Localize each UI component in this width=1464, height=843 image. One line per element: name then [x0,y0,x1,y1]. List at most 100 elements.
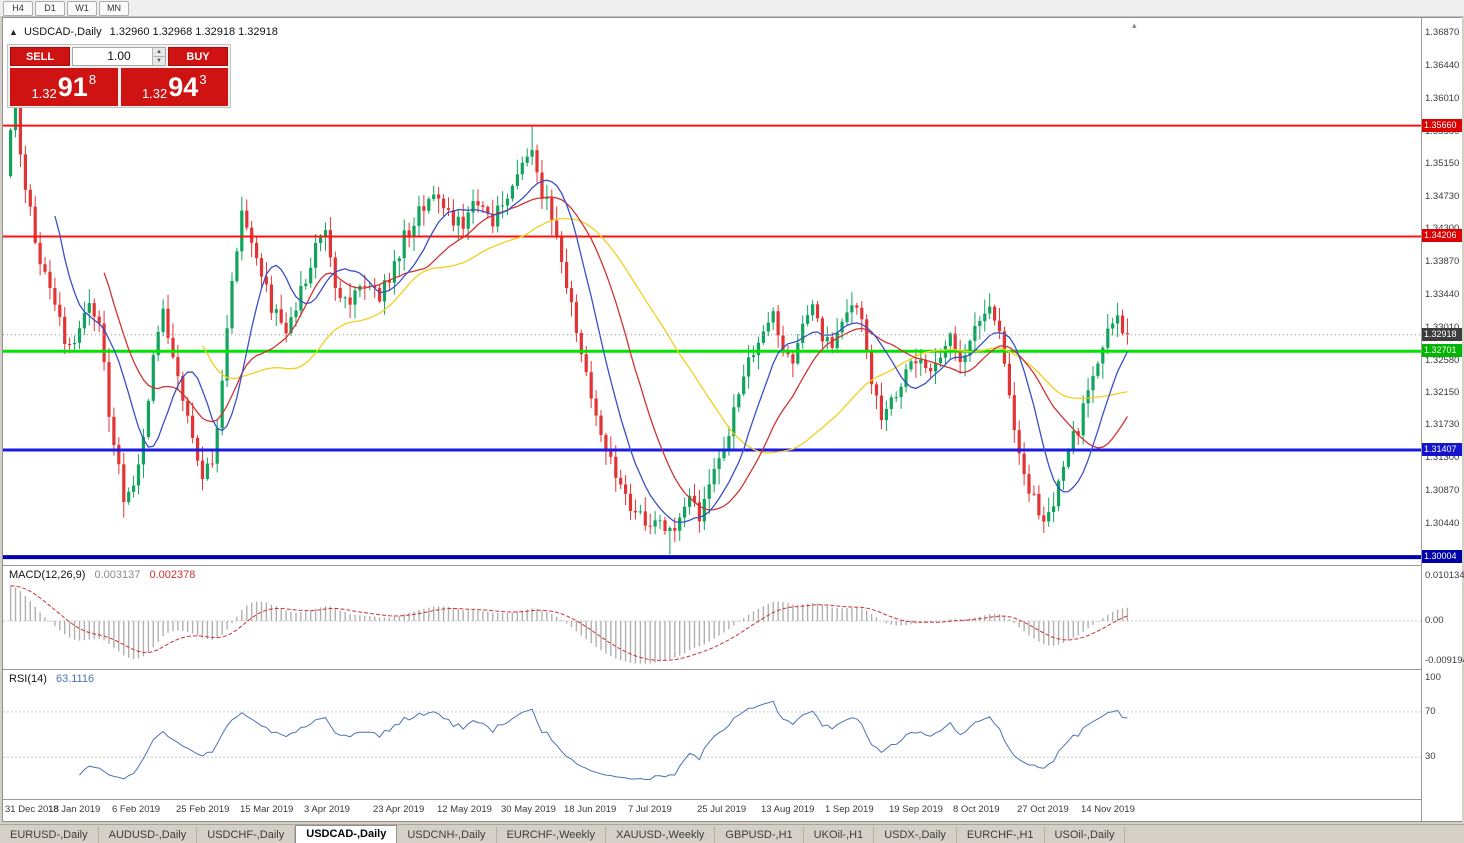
chart-tab-usdcnh-daily[interactable]: USDCNH-,Daily [397,827,497,843]
candle-body [1111,323,1115,329]
candle-body [978,321,982,326]
candle-body [830,337,834,348]
chart-tab-xauusd-weekly[interactable]: XAUUSD-,Weekly [606,827,716,843]
one-click-collapse-icon[interactable]: ▲ [9,27,18,37]
candle-body [28,189,32,207]
candle-body [225,328,229,381]
candle-body [1017,430,1021,454]
sell-price-point: 8 [88,72,97,87]
time-axis-label: 15 Mar 2019 [240,804,294,815]
candle-body [653,520,657,527]
sell-price-button[interactable]: 1.32 91 8 [10,68,118,106]
price-scale-label: 1.30870 [1425,485,1460,496]
candle-body [727,436,731,451]
time-axis-label: 18 Jun 2019 [564,804,617,815]
candle-body [348,297,352,305]
chart-tab-usdcad-daily[interactable]: USDCAD-,Daily [295,825,398,843]
candle-body [648,525,652,527]
chart-tab-eurchf-weekly[interactable]: EURCHF-,Weekly [497,827,606,843]
buy-price-point: 3 [199,72,207,87]
candle-body [1066,450,1070,467]
candle-body [683,506,687,518]
candle-body [117,444,121,465]
candle-body [107,362,111,417]
main-chart-canvas[interactable] [3,18,1421,565]
macd-pane-canvas[interactable] [3,566,1421,669]
candle-body [1052,506,1056,513]
candle-body [353,290,357,305]
candle-body [697,502,701,522]
rsi-scale-30: 30 [1425,751,1436,762]
candle-body [87,303,91,313]
candle-body [983,313,987,322]
chart-tab-audusd-daily[interactable]: AUDUSD-,Daily [99,827,198,843]
macd-value: 0.003137 [94,569,141,581]
chart-tab-ukoil-h1[interactable]: UKOil-,H1 [804,827,875,843]
volume-decrease-icon[interactable]: ▼ [152,57,165,65]
candle-body [510,185,514,199]
candle-body [220,380,224,429]
candle-body [997,320,1002,332]
sell-button[interactable]: SELL [10,47,70,66]
pane-splitter[interactable] [3,669,1461,670]
candle-body [304,283,308,287]
candle-body [658,520,662,522]
buy-button[interactable]: BUY [168,47,228,66]
candle-body [707,484,711,499]
chart-tab-usoil-daily[interactable]: USOil-,Daily [1045,827,1126,843]
candle-body [1032,493,1036,495]
candle-body [1042,515,1046,522]
price-scale-label: 1.36870 [1425,27,1460,38]
chart-tab-gbpusd-h1[interactable]: GBPUSD-,H1 [715,827,804,843]
candle-body [579,332,583,355]
candle-body [1002,331,1006,364]
time-axis-label: 25 Jul 2019 [697,804,747,815]
candle-body [737,394,741,408]
chart-window: ▲ USDCAD-,Daily 1.32960 1.32968 1.32918 … [2,17,1464,822]
candle-body [540,172,544,199]
candle-body [363,286,367,288]
candle-body [496,205,500,227]
sell-price-pips: 91 [57,72,88,102]
volume-increase-icon[interactable]: ▲ [152,48,165,57]
timeframe-button-w1[interactable]: W1 [67,0,97,16]
candle-body [38,242,42,265]
timeframe-button-d1[interactable]: D1 [35,0,65,16]
timeframe-button-h4[interactable]: H4 [3,0,33,16]
candle-body [535,150,539,173]
pane-splitter[interactable] [3,565,1461,566]
chart-tab-eurchf-h1[interactable]: EURCHF-,H1 [957,827,1045,843]
price-scale[interactable]: 0.010134 0.00 -0.009194 100 70 30 1.3687… [1421,18,1464,821]
chart-tab-usdchf-daily[interactable]: USDCHF-,Daily [197,827,296,843]
price-scale-label: 1.36440 [1425,60,1460,71]
volume-input[interactable]: 1.00 ▲ ▼ [72,47,166,66]
price-tag: 1.30004 [1422,550,1462,563]
time-axis-label: 18 Jan 2019 [48,804,101,815]
candle-body [417,206,421,226]
candle-body [161,308,165,332]
timeframe-button-mn[interactable]: MN [99,0,129,16]
price-tag: 1.32701 [1422,344,1462,357]
rsi-pane-canvas[interactable] [3,670,1421,798]
time-axis[interactable]: 31 Dec 2018 18 Jan 2019 6 Feb 2019 25 Feb 2… [3,799,1421,821]
time-axis-label: 30 May 2019 [501,804,556,815]
candle-body [742,376,746,395]
buy-price-button[interactable]: 1.32 94 3 [120,68,228,106]
candle-body [171,337,175,358]
candle-body [387,280,391,283]
chart-shift-marker-icon[interactable]: ▴ [1132,20,1137,30]
candle-body [1076,431,1080,436]
macd-signal-line [10,585,1128,661]
candle-body [889,397,893,409]
candle-body [958,350,962,362]
chart-tab-eurusd-daily[interactable]: EURUSD-,Daily [0,827,99,843]
candle-body [63,316,67,344]
chart-tab-usdx-daily[interactable]: USDX-,Daily [874,827,957,843]
candle-body [811,304,815,316]
candle-body [73,342,77,345]
price-scale-label: 1.33440 [1425,289,1460,300]
candle-body [412,225,416,237]
candle-body [466,212,470,229]
candle-body [766,322,770,332]
